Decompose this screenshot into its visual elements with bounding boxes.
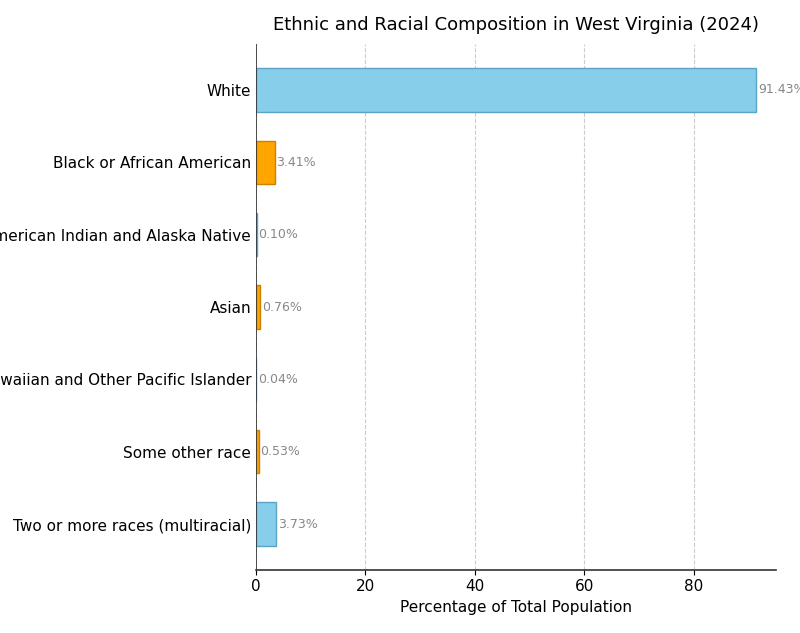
Bar [256,285,260,329]
Text: 0.04%: 0.04% [258,373,298,386]
Text: 0.76%: 0.76% [262,301,302,313]
Text: 3.41%: 3.41% [276,156,316,169]
Text: 0.10%: 0.10% [258,228,298,241]
X-axis label: Percentage of Total Population: Percentage of Total Population [400,600,632,615]
Text: 0.53%: 0.53% [261,445,301,458]
Bar [256,503,277,546]
Title: Ethnic and Racial Composition in West Virginia (2024): Ethnic and Racial Composition in West Vi… [273,16,759,34]
Bar [256,141,274,184]
Bar [256,430,259,473]
Text: 91.43%: 91.43% [758,84,800,96]
Bar [256,68,757,111]
Text: 3.73%: 3.73% [278,518,318,530]
